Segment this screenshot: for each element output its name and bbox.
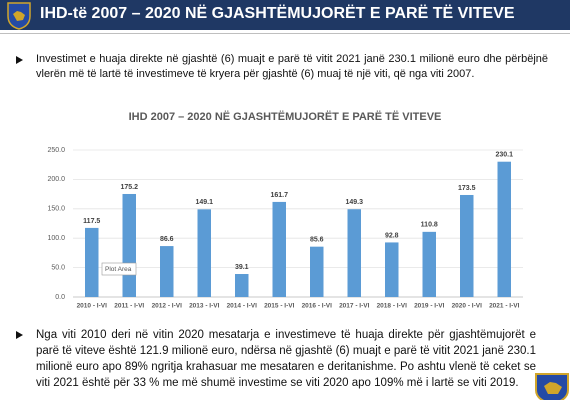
y-tick-label: 200.0	[47, 176, 65, 183]
bar	[460, 194, 474, 297]
emblem	[535, 373, 569, 400]
x-tick-label: 2011 - I-VI	[114, 303, 144, 310]
divider	[0, 33, 570, 34]
bar	[272, 201, 286, 297]
value-label: 117.5	[83, 218, 100, 225]
header-bar: IHD-të 2007 – 2020 NË GJASHTËMUJORËT E P…	[0, 0, 570, 30]
x-tick-label: 2015 - I-VI	[264, 303, 295, 310]
value-label: 85.6	[310, 237, 324, 244]
bar	[197, 209, 211, 297]
bullet	[16, 56, 23, 64]
bar	[310, 246, 324, 297]
bar	[385, 242, 399, 297]
paragraph: Nga viti 2010 deri në vitin 2020 mesatar…	[36, 329, 536, 389]
chart: IHD 2007 – 2020 NË GJASHTËMUJORËT E PARË…	[47, 110, 523, 310]
value-label: 175.2	[120, 184, 138, 191]
tooltip: Plot Area	[105, 266, 132, 273]
x-tick-label: 2020 - I-VI	[452, 303, 483, 310]
bar	[85, 227, 99, 297]
value-label: 39.1	[235, 264, 249, 271]
emblem	[7, 2, 31, 30]
x-tick-label: 2018 - I-VI	[377, 303, 408, 310]
x-tick-label: 2019 - I-VI	[414, 303, 445, 310]
value-label: 149.1	[195, 199, 213, 206]
x-tick-label: 2013 - I-VI	[189, 303, 220, 310]
tooltip-box	[101, 262, 137, 276]
value-label: 173.5	[458, 185, 476, 192]
header-title: IHD-të 2007 – 2020 NË GJASHTËMUJORËT E P…	[40, 5, 515, 22]
paragraph: Investimet e huaja direkte në gjashtë (6…	[36, 53, 548, 80]
y-tick-label: 0.0	[55, 294, 65, 301]
value-label: 230.1	[495, 152, 513, 159]
bar	[347, 209, 361, 297]
chart-title: IHD 2007 – 2020 NË GJASHTËMUJORËT E PARË…	[129, 110, 442, 123]
x-tick-label: 2010 - I-VI	[77, 303, 108, 310]
bullet	[16, 331, 23, 339]
x-tick-label: 2017 - I-VI	[339, 303, 370, 310]
y-tick-label: 250.0	[47, 147, 65, 154]
x-tick-label: 2014 - I-VI	[227, 303, 258, 310]
bar	[497, 161, 511, 297]
x-tick-label: 2012 - I-VI	[152, 303, 183, 310]
bar	[235, 274, 249, 297]
y-tick-label: 150.0	[47, 206, 65, 213]
value-label: 149.3	[345, 199, 363, 206]
y-tick-label: 100.0	[47, 235, 65, 242]
bar	[160, 246, 174, 297]
x-tick-label: 2021 - I-VI	[489, 303, 520, 310]
bar	[422, 231, 436, 297]
x-tick-label: 2016 - I-VI	[302, 303, 333, 310]
value-label: 92.8	[385, 232, 399, 239]
y-tick-label: 50.0	[51, 264, 65, 271]
value-label: 86.6	[160, 236, 174, 243]
value-label: 161.7	[270, 192, 288, 199]
value-label: 110.8	[421, 222, 438, 229]
bar	[122, 193, 136, 297]
